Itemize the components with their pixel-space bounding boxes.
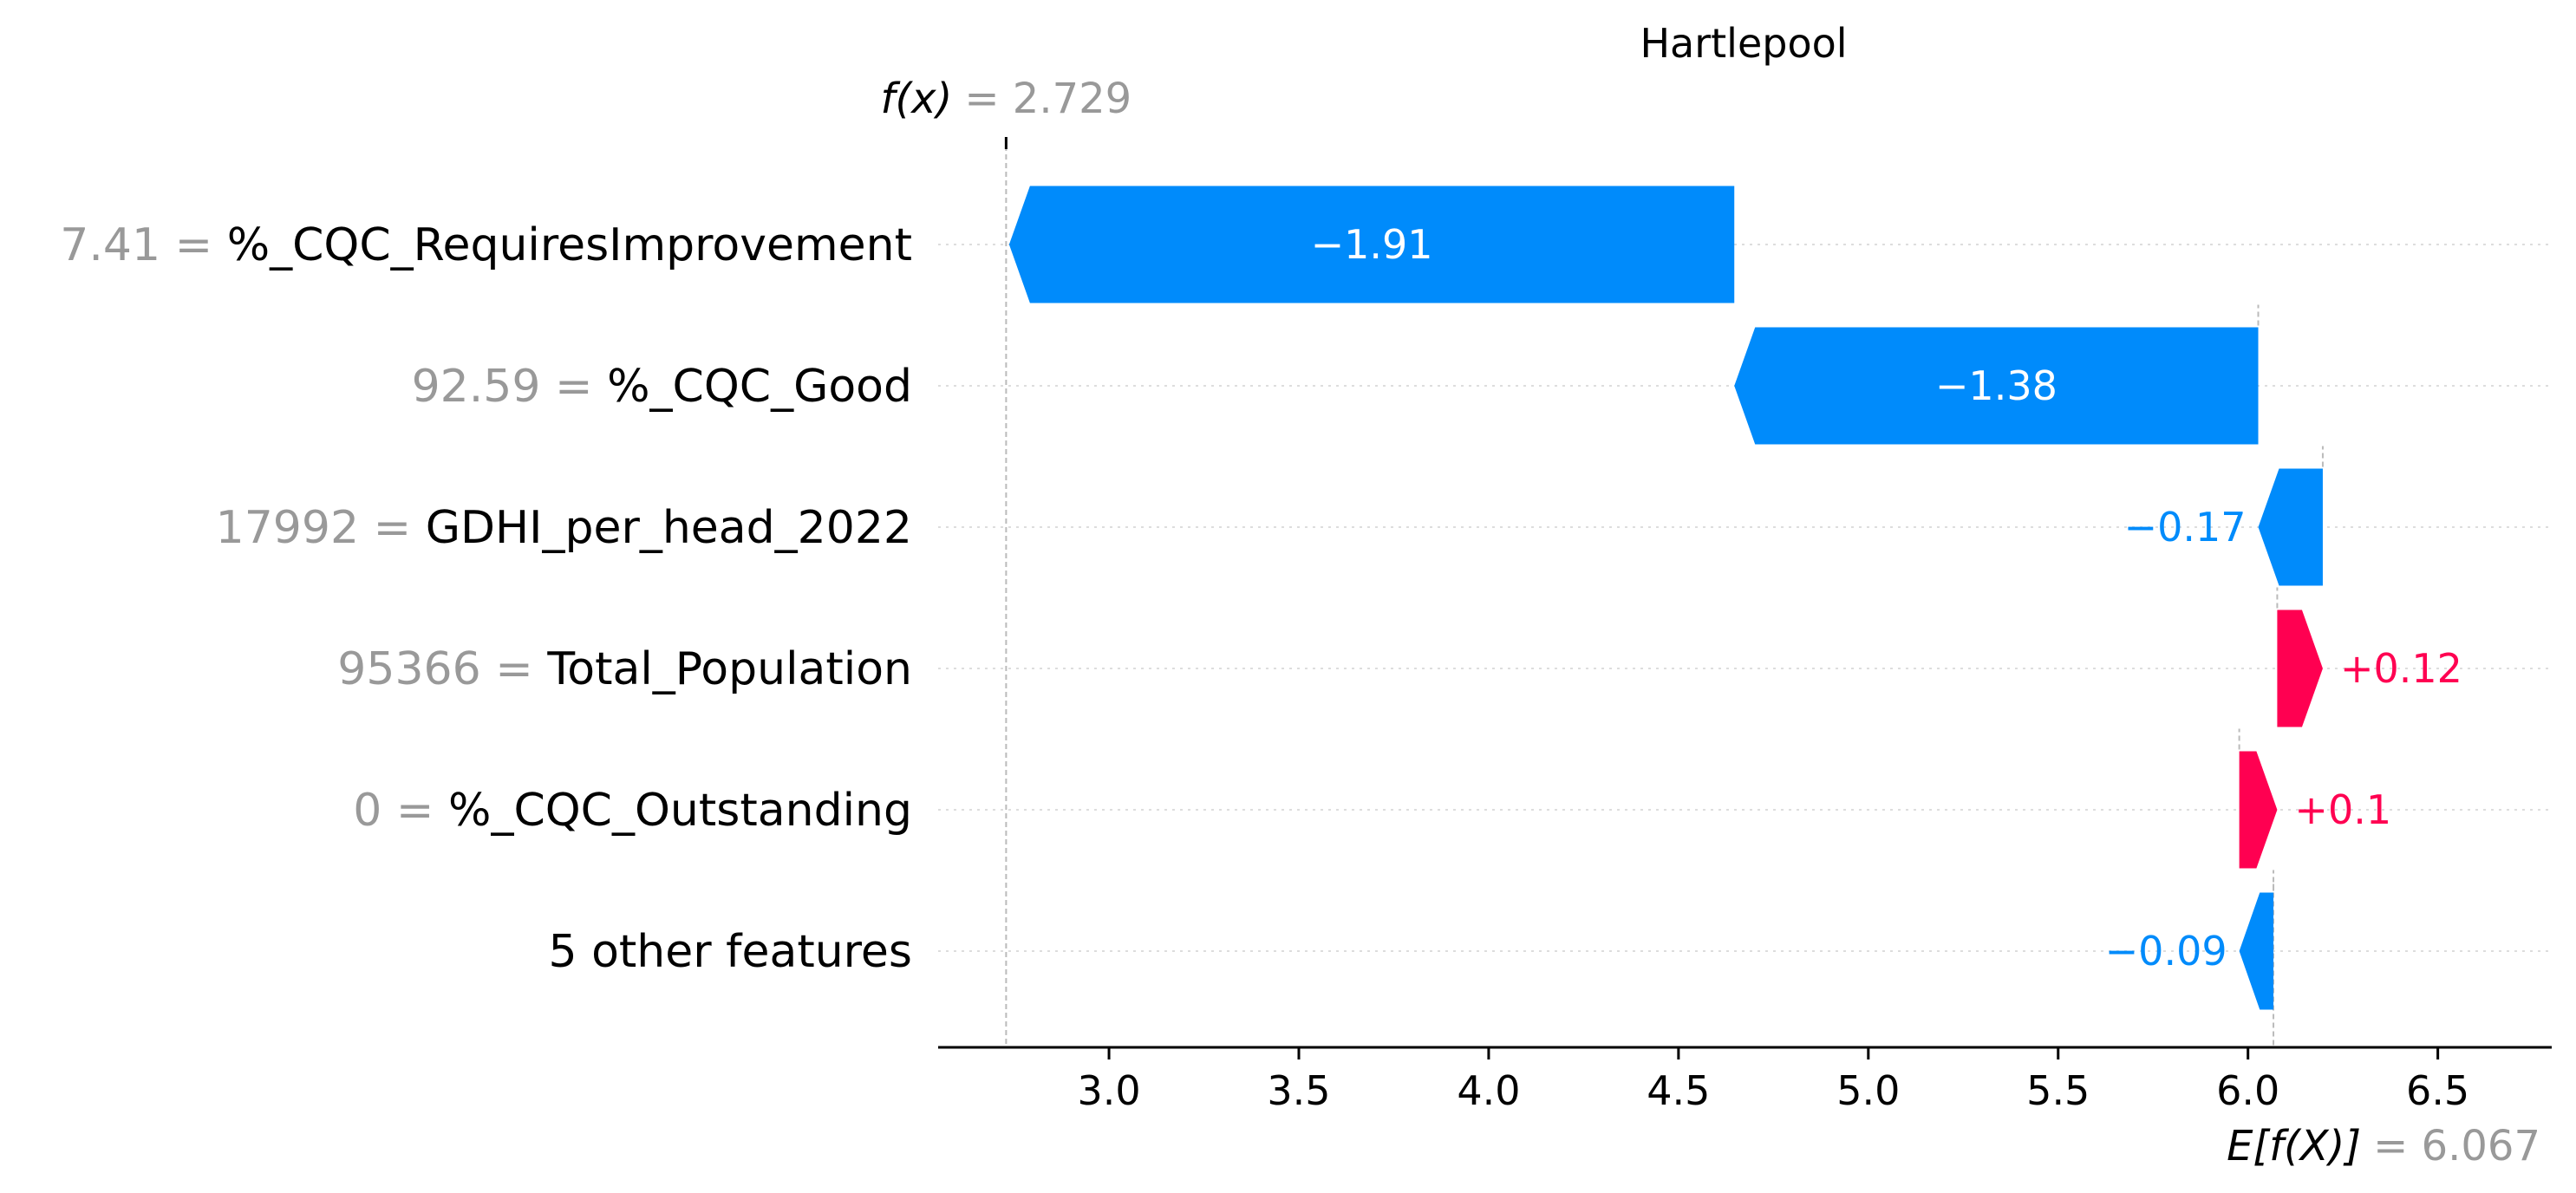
x-tick-label: 4.0	[1457, 1067, 1520, 1114]
chart-title: Hartlepool	[1640, 20, 1847, 67]
bar-value-label: −0.17	[2124, 504, 2247, 551]
base-value: = 6.067	[2373, 1122, 2540, 1170]
feature-value: 7.41	[60, 219, 160, 271]
x-tick-label: 5.5	[2026, 1067, 2090, 1114]
x-axis: 3.0 3.5 4.0 4.5 5.0 5.5 6.0 6.5	[938, 1046, 2552, 1114]
equals-sign: =	[382, 785, 448, 837]
x-tick-label: 6.0	[2216, 1067, 2279, 1114]
bar-4	[2277, 610, 2323, 727]
feature-value: 95366	[337, 643, 480, 695]
bar-value-label: −1.38	[1935, 362, 2058, 409]
x-tick-label: 4.5	[1647, 1067, 1710, 1114]
feature-label: 95366 = Total_Population	[337, 643, 912, 695]
output-value: = 2.729	[964, 75, 1131, 123]
feature-name: %_CQC_RequiresImprovement	[227, 219, 912, 271]
base-value-annotation: E[f(X)] = 6.067	[2227, 1122, 2540, 1170]
bars	[1008, 186, 2323, 1010]
bar-3	[2258, 468, 2323, 586]
equals-sign: =	[540, 361, 607, 413]
bar-value-label: +0.1	[2294, 786, 2391, 833]
equals-sign: =	[359, 502, 426, 554]
x-tick-label: 5.0	[1836, 1067, 1900, 1114]
feature-name: GDHI_per_head_2022	[426, 502, 912, 554]
x-tick-label: 3.0	[1077, 1067, 1140, 1114]
bar-2	[1734, 327, 2259, 445]
bar-1	[1008, 186, 1735, 303]
x-tick-label: 3.5	[1267, 1067, 1330, 1114]
feature-label: 0 = %_CQC_Outstanding	[353, 785, 912, 837]
x-tick-label: 6.5	[2406, 1067, 2469, 1114]
feature-label: 17992 = GDHI_per_head_2022	[216, 502, 912, 554]
bar-5	[2239, 751, 2278, 869]
feature-name: Total_Population	[546, 643, 912, 695]
equals-sign: =	[481, 643, 548, 695]
feature-name: %_CQC_Outstanding	[448, 785, 912, 837]
bar-value-label: −1.91	[1311, 221, 1433, 268]
annotations: f(x) = 2.729 E[f(X)] = 6.067	[881, 75, 2540, 1170]
feature-label: 92.59 = %_CQC_Good	[412, 361, 912, 413]
feature-label: 5 other features	[548, 926, 912, 978]
bar-value-label: +0.12	[2340, 645, 2462, 692]
output-value-annotation: f(x) = 2.729	[881, 75, 1132, 123]
feature-value: 17992	[216, 502, 359, 554]
row-gridlines	[938, 244, 2552, 952]
bar-value-label: −0.09	[2105, 928, 2227, 975]
base-symbol: E[f(X)]	[2227, 1122, 2361, 1170]
feature-name: 5 other features	[548, 926, 912, 978]
feature-name: %_CQC_Good	[607, 361, 912, 413]
feature-labels: −1.91 7.41 = %_CQC_RequiresImprovement −1.…	[60, 219, 2462, 978]
feature-label: 7.41 = %_CQC_RequiresImprovement	[60, 219, 912, 271]
feature-value: 92.59	[412, 361, 541, 413]
output-symbol: f(x)	[881, 75, 953, 123]
bar-6	[2239, 892, 2274, 1010]
equals-sign: =	[160, 219, 227, 271]
feature-value: 0	[353, 785, 382, 837]
